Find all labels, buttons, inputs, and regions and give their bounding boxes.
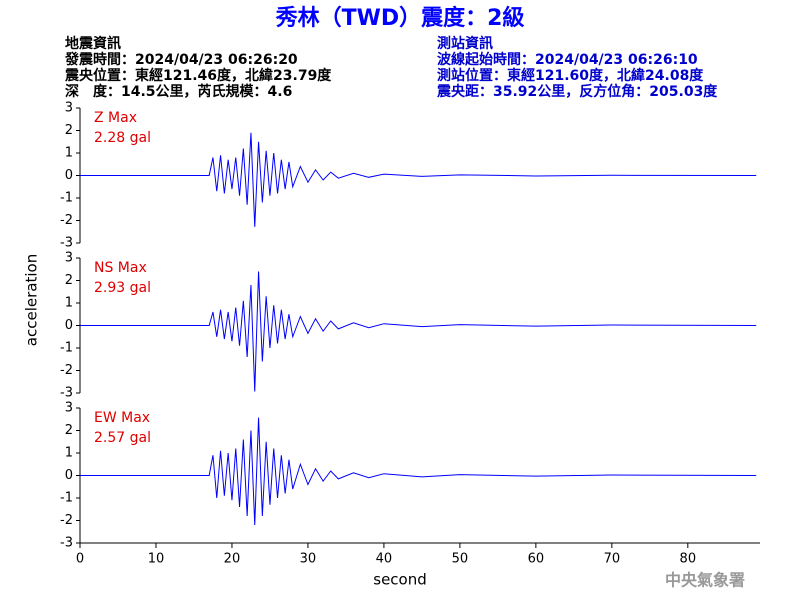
- x-tick-label: 10: [148, 552, 165, 567]
- waveform: [80, 417, 757, 526]
- y-tick-label: 3: [65, 401, 73, 416]
- y-tick-label: -2: [60, 363, 73, 378]
- left-info: 地震資訊: [65, 35, 121, 52]
- y-tick-label: 1: [65, 296, 73, 311]
- y-tick-label: 0: [65, 318, 73, 333]
- panel-label: NS Max: [94, 260, 147, 276]
- y-tick-label: -1: [60, 341, 73, 356]
- waveform: [80, 271, 757, 392]
- y-tick-label: -3: [60, 386, 73, 401]
- y-tick-label: 3: [65, 251, 73, 266]
- x-tick-label: 80: [680, 552, 697, 567]
- y-tick-label: 2: [65, 123, 73, 138]
- x-tick-label: 30: [300, 552, 317, 567]
- y-tick-label: 3: [65, 101, 73, 116]
- y-tick-label: -3: [60, 536, 73, 551]
- left-info: 深 度：14.5公里，芮氏規模：4.6: [65, 83, 292, 100]
- right-info: 波線起始時間：2024/04/23 06:26:10: [437, 51, 698, 68]
- title: 秀林（TWD）震度：2級: [275, 5, 525, 31]
- y-axis-label: acceleration: [23, 254, 41, 346]
- panel-label: EW Max: [94, 410, 150, 426]
- left-info: 震央位置：東經121.46度，北緯23.79度: [64, 67, 332, 84]
- right-info: 測站位置：東經121.60度，北緯24.08度: [437, 67, 704, 84]
- right-info: 震央距：35.92公里，反方位角：205.03度: [436, 83, 718, 100]
- y-tick-label: 1: [65, 146, 73, 161]
- waveform: [80, 132, 757, 227]
- max-label: 2.93 gal: [94, 280, 151, 296]
- x-tick-label: 0: [76, 552, 84, 567]
- x-tick-label: 40: [376, 552, 393, 567]
- max-label: 2.28 gal: [94, 130, 151, 146]
- y-tick-label: 1: [65, 446, 73, 461]
- y-tick-label: -1: [60, 491, 73, 506]
- right-info: 測站資訊: [437, 35, 493, 52]
- x-axis-label: second: [373, 571, 427, 589]
- y-tick-label: 0: [65, 168, 73, 183]
- y-tick-label: 2: [65, 423, 73, 438]
- x-tick-label: 50: [452, 552, 469, 567]
- watermark: 中央氣象署: [665, 571, 745, 590]
- y-tick-label: -1: [60, 191, 73, 206]
- y-tick-label: 0: [65, 468, 73, 483]
- y-tick-label: -3: [60, 236, 73, 251]
- y-tick-label: -2: [60, 513, 73, 528]
- x-tick-label: 70: [604, 552, 621, 567]
- max-label: 2.57 gal: [94, 430, 151, 446]
- x-tick-label: 20: [224, 552, 241, 567]
- x-tick-label: 60: [528, 552, 545, 567]
- y-tick-label: 2: [65, 273, 73, 288]
- y-tick-label: -2: [60, 213, 73, 228]
- panel-label: Z Max: [94, 110, 137, 126]
- left-info: 發震時間：2024/04/23 06:26:20: [64, 51, 298, 68]
